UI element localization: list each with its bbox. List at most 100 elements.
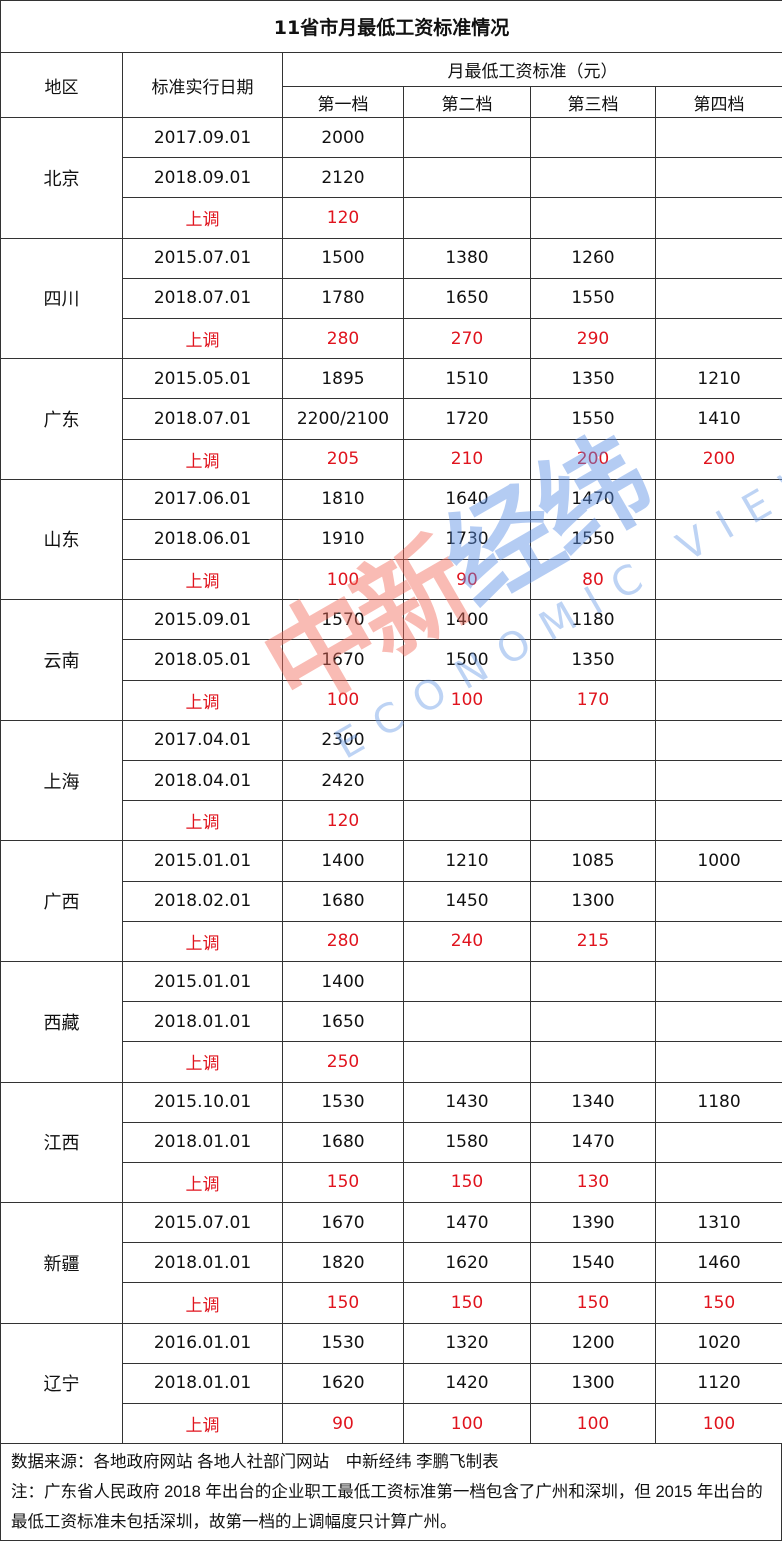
region-cell: 新疆 (0, 1202, 123, 1324)
increase-cell: 200 (530, 438, 656, 480)
date-cell: 2018.09.01 (122, 157, 283, 199)
wage-cell: 1620 (403, 1242, 531, 1284)
wage-cell (654, 599, 782, 641)
wage-cell: 1340 (530, 1081, 656, 1123)
header-tier-3: 第三档 (530, 86, 656, 118)
date-cell: 2016.01.01 (122, 1322, 283, 1364)
increase-cell: 150 (654, 1282, 782, 1324)
minimum-wage-table: 11省市月最低工资标准情况 地区 标准实行日期 月最低工资标准（元） 第一档 第二档第… (0, 0, 782, 1445)
date-cell: 2018.05.01 (122, 639, 283, 681)
wage-cell: 1420 (403, 1362, 531, 1405)
source-note: 数据来源：各地政府网站 各地人社部门网站 中新经纬 李鹏飞制表 (11, 1453, 499, 1471)
increase-cell: 100 (530, 1402, 656, 1445)
wage-cell: 1620 (282, 1362, 404, 1405)
increase-cell (654, 679, 782, 721)
wage-cell: 1210 (403, 840, 531, 882)
wage-cell (403, 1001, 531, 1043)
increase-label: 上调 (122, 920, 283, 962)
table-row: 上海 2017.04.01 2300 (0, 719, 782, 842)
region-cell: 江西 (0, 1081, 123, 1204)
wage-cell: 1210 (654, 358, 782, 400)
region-cell: 山东 (0, 478, 123, 601)
increase-label: 上调 (122, 800, 283, 842)
wage-cell: 1730 (403, 518, 531, 561)
wage-cell: 1300 (530, 880, 656, 922)
wage-cell: 1510 (403, 358, 531, 400)
table-row: 新疆 2015.07.01 1670 1470 1390 1310 (0, 1202, 782, 1324)
table-row: 上调 280 240 215 (1, 920, 782, 962)
increase-cell: 150 (282, 1161, 404, 1204)
header-region: 地区 (0, 52, 123, 118)
table-row: 江西 2015.10.01 1530 1430 1340 1180 (0, 1081, 782, 1204)
increase-cell: 280 (282, 920, 404, 962)
table-row: 2018.02.01 1680 1450 1300 (1, 880, 782, 922)
wage-cell: 2420 (282, 759, 404, 802)
table-row: 西藏 2015.01.01 1400 (0, 960, 782, 1083)
date-cell: 2018.01.01 (122, 1242, 283, 1284)
date-cell: 2017.04.01 (122, 719, 283, 762)
increase-cell: 100 (403, 1402, 531, 1445)
increase-cell (654, 800, 782, 842)
wage-cell: 1580 (403, 1121, 531, 1163)
wage-cell: 1780 (282, 277, 404, 319)
increase-cell (654, 920, 782, 962)
increase-label: 上调 (122, 1282, 283, 1324)
table-row: 上调 250 (1, 1041, 782, 1083)
date-cell: 2015.07.01 (122, 1202, 283, 1244)
wage-cell: 1450 (403, 880, 531, 922)
date-cell: 2018.01.01 (122, 1001, 283, 1043)
wage-cell (403, 116, 531, 159)
header-wage-group: 月最低工资标准（元） (281, 52, 782, 87)
wage-cell: 1500 (282, 237, 404, 279)
increase-label: 上调 (122, 317, 283, 360)
wage-cell: 1120 (654, 1362, 782, 1405)
wage-cell: 1650 (403, 277, 531, 319)
increase-label: 上调 (122, 1041, 283, 1083)
wage-cell: 1720 (403, 398, 531, 440)
wage-cell (654, 1121, 782, 1163)
wage-cell (403, 157, 531, 199)
header-tier-4: 第四档 (654, 86, 782, 118)
wage-cell: 2000 (282, 116, 404, 159)
date-cell: 2015.10.01 (122, 1081, 283, 1123)
header-tier-1: 第一档 (282, 86, 404, 118)
wage-cell: 1550 (530, 277, 656, 319)
wage-cell: 1910 (282, 518, 404, 561)
table-row: 山东 2017.06.01 1810 1640 1470 (0, 478, 782, 601)
increase-label: 上调 (122, 438, 283, 480)
table-title: 11省市月最低工资标准情况 (0, 0, 782, 53)
wage-cell: 1085 (530, 840, 656, 882)
wage-cell (530, 116, 656, 159)
increase-cell: 170 (530, 679, 656, 721)
increase-cell: 250 (282, 1041, 404, 1083)
wage-cell: 1320 (403, 1322, 531, 1364)
wage-cell: 2200/2100 (282, 398, 404, 440)
increase-cell (654, 1161, 782, 1204)
wage-cell: 1570 (282, 599, 404, 641)
region-cell: 辽宁 (0, 1322, 123, 1445)
wage-cell (530, 960, 656, 1003)
wage-cell: 1530 (282, 1081, 404, 1123)
wage-cell: 1410 (654, 398, 782, 440)
date-cell: 2015.01.01 (122, 840, 283, 882)
increase-cell: 205 (282, 438, 404, 480)
wage-cell (654, 478, 782, 520)
table-row: 2018.06.01 1910 1730 1550 (1, 518, 782, 561)
increase-cell: 120 (282, 800, 404, 842)
wage-cell (654, 960, 782, 1003)
wage-cell (654, 880, 782, 922)
increase-cell: 240 (403, 920, 531, 962)
wage-cell: 1020 (654, 1322, 782, 1364)
date-cell: 2018.06.01 (122, 518, 283, 561)
date-cell: 2018.01.01 (122, 1121, 283, 1163)
increase-cell: 150 (403, 1282, 531, 1324)
wage-cell: 1430 (403, 1081, 531, 1123)
table-row: 2018.01.01 1620 1420 1300 1120 (1, 1362, 782, 1405)
increase-cell (530, 1041, 656, 1083)
wage-cell (403, 759, 531, 802)
increase-cell: 150 (282, 1282, 404, 1324)
table-row: 2018.01.01 1650 (1, 1001, 782, 1043)
wage-cell: 1300 (530, 1362, 656, 1405)
date-cell: 2018.07.01 (122, 398, 283, 440)
increase-cell: 100 (282, 679, 404, 721)
